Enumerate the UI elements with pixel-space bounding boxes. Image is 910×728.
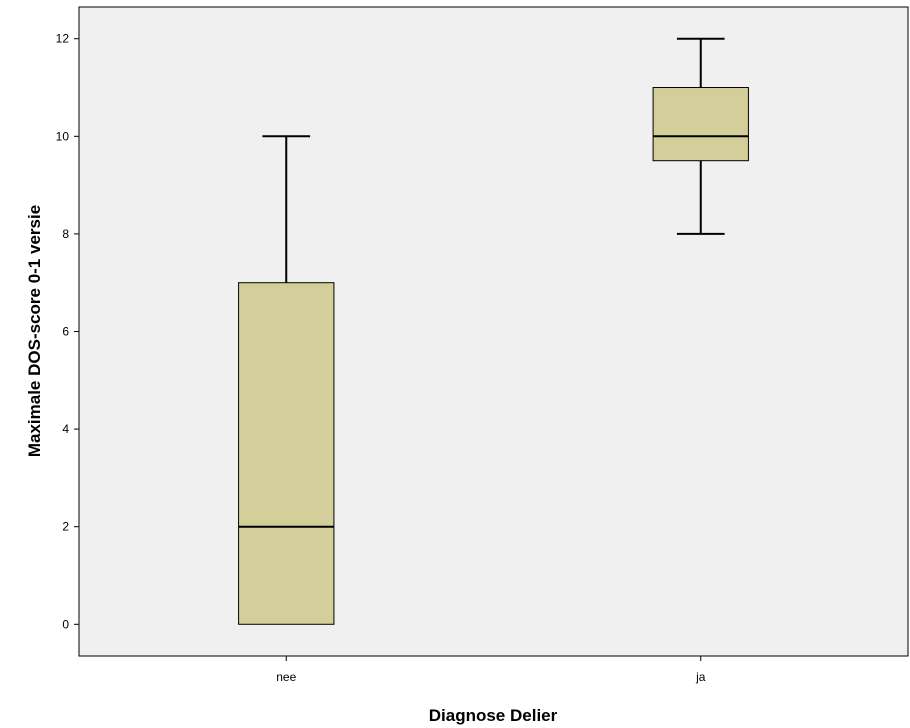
y-axis-title: Maximale DOS-score 0-1 versie	[25, 205, 44, 457]
x-axis-title: Diagnose Delier	[429, 706, 558, 725]
box-nee	[238, 282, 335, 625]
x-axis: nee ja	[276, 656, 706, 684]
y-tick-label: 6	[62, 325, 69, 339]
y-tick-label: 4	[62, 422, 69, 436]
y-tick-label: 12	[56, 32, 70, 46]
y-tick-label: 2	[62, 520, 69, 534]
x-tick-label: nee	[276, 670, 296, 684]
y-tick-label: 8	[62, 227, 69, 241]
y-tick-label: 10	[56, 129, 70, 143]
box-ja	[652, 87, 749, 162]
x-tick-label: ja	[695, 670, 706, 684]
plot-area	[78, 6, 909, 657]
y-tick-label: 0	[62, 617, 69, 631]
box-series	[238, 37, 749, 625]
y-axis: 0 2 4 6 8 10 12	[56, 32, 79, 631]
